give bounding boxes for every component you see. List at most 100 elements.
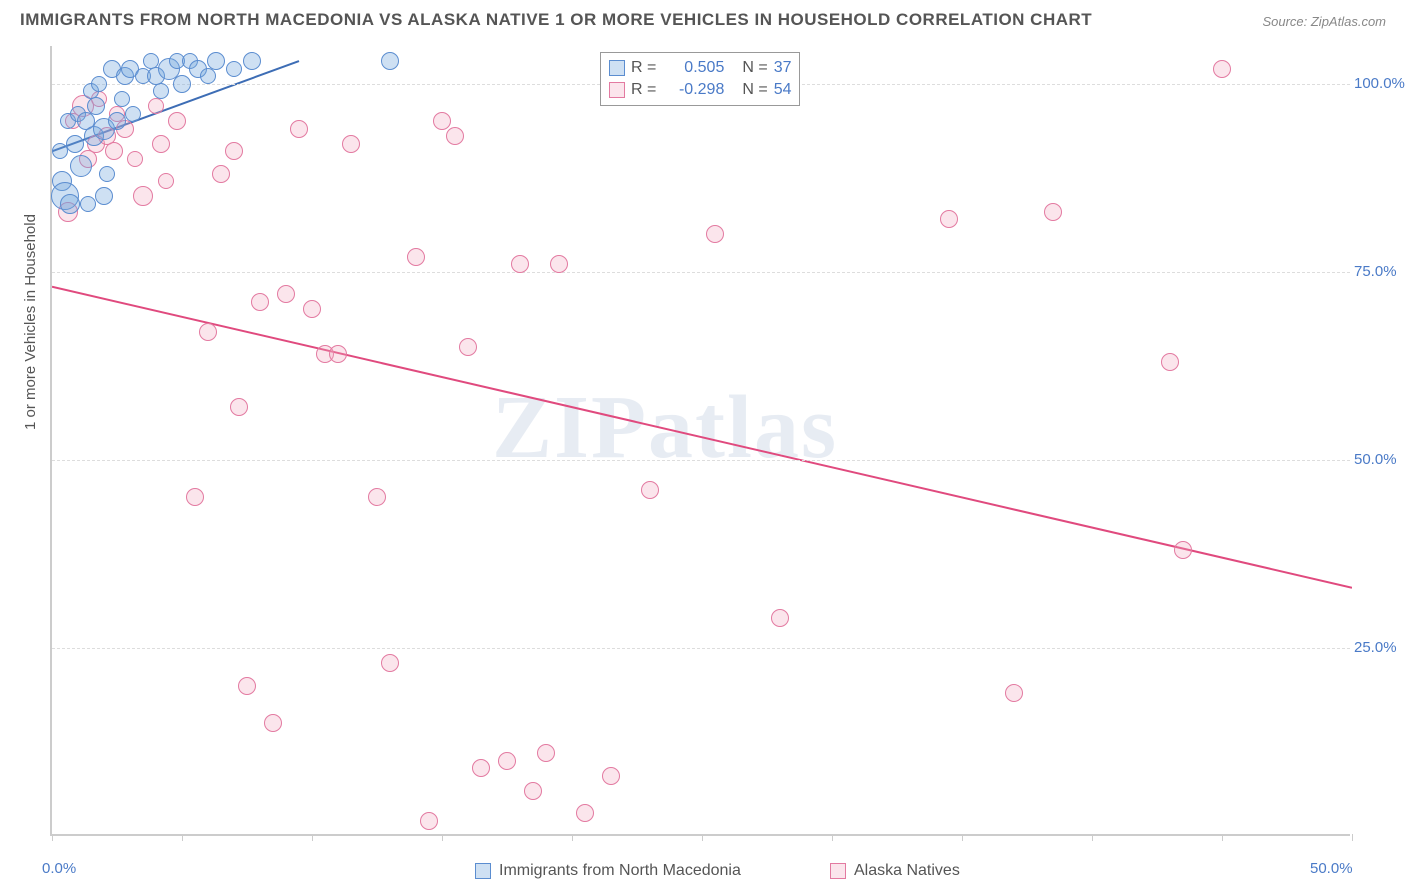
series-b-point <box>771 609 789 627</box>
chart-title: IMMIGRANTS FROM NORTH MACEDONIA VS ALASK… <box>20 10 1092 30</box>
series-b-point <box>576 804 594 822</box>
series-b-point <box>105 142 123 160</box>
legend-label-a: Immigrants from North Macedonia <box>499 862 741 880</box>
trendlines-layer <box>52 46 1352 836</box>
x-max-label: 50.0% <box>1310 860 1353 877</box>
series-b-point <box>1174 541 1192 559</box>
series-b-point <box>537 744 555 762</box>
series-a-point <box>114 91 130 107</box>
swatch-series-b-icon <box>830 863 846 879</box>
series-a-point <box>70 155 92 177</box>
series-a-point <box>80 196 96 212</box>
series-b-point <box>329 345 347 363</box>
n-value-b: 54 <box>774 79 792 101</box>
series-b-point <box>381 654 399 672</box>
series-a-point <box>95 187 113 205</box>
source-label: Source: ZipAtlas.com <box>1262 14 1386 29</box>
series-b-point <box>186 488 204 506</box>
x-tick <box>52 834 53 841</box>
r-value-b: -0.298 <box>662 79 724 101</box>
series-b-point <box>199 323 217 341</box>
x-tick <box>1092 834 1093 841</box>
series-a-point <box>381 52 399 70</box>
gridline <box>52 272 1350 273</box>
trendline-series-b <box>52 287 1352 588</box>
series-b-point <box>168 112 186 130</box>
series-b-point <box>1044 203 1062 221</box>
x-tick <box>1222 834 1223 841</box>
x-tick <box>312 834 313 841</box>
series-b-point <box>433 112 451 130</box>
series-b-point <box>602 767 620 785</box>
gridline <box>52 460 1350 461</box>
series-b-point <box>238 677 256 695</box>
series-b-point <box>1005 684 1023 702</box>
series-b-point <box>641 481 659 499</box>
swatch-series-b-icon <box>609 82 625 98</box>
n-value-a: 37 <box>774 57 792 79</box>
plot-area: ZIPatlas <box>50 46 1350 836</box>
x-tick <box>1352 834 1353 841</box>
series-a-point <box>207 52 225 70</box>
series-b-point <box>230 398 248 416</box>
series-b-point <box>251 293 269 311</box>
stats-row-series-b: R = -0.298 N = 54 <box>609 79 791 101</box>
series-b-point <box>1161 353 1179 371</box>
x-tick <box>182 834 183 841</box>
y-tick-label: 75.0% <box>1354 263 1397 280</box>
swatch-series-a-icon <box>609 60 625 76</box>
legend-series-b: Alaska Natives <box>830 862 960 880</box>
stats-row-series-a: R = 0.505 N = 37 <box>609 57 791 79</box>
series-b-point <box>446 127 464 145</box>
series-a-point <box>66 135 84 153</box>
series-a-point <box>125 106 141 122</box>
series-b-point <box>148 98 164 114</box>
series-b-point <box>420 812 438 830</box>
series-b-point <box>212 165 230 183</box>
swatch-series-a-icon <box>475 863 491 879</box>
series-a-point <box>99 166 115 182</box>
series-b-point <box>368 488 386 506</box>
series-b-point <box>290 120 308 138</box>
series-b-point <box>152 135 170 153</box>
series-b-point <box>303 300 321 318</box>
series-a-point <box>243 52 261 70</box>
y-tick-label: 50.0% <box>1354 451 1397 468</box>
series-b-point <box>127 151 143 167</box>
y-tick-label: 25.0% <box>1354 639 1397 656</box>
series-b-point <box>158 173 174 189</box>
series-b-point <box>133 186 153 206</box>
series-a-point <box>153 83 169 99</box>
series-a-point <box>173 75 191 93</box>
series-b-point <box>524 782 542 800</box>
series-b-point <box>459 338 477 356</box>
series-b-point <box>407 248 425 266</box>
series-a-point <box>87 97 105 115</box>
series-a-point <box>226 61 242 77</box>
series-b-point <box>277 285 295 303</box>
series-b-point <box>264 714 282 732</box>
x-tick <box>572 834 573 841</box>
y-axis-label: 1 or more Vehicles in Household <box>22 214 39 430</box>
y-tick-label: 100.0% <box>1354 75 1405 92</box>
x-tick <box>962 834 963 841</box>
n-label: N = <box>742 79 767 101</box>
series-b-point <box>498 752 516 770</box>
r-label: R = <box>631 79 656 101</box>
n-label: N = <box>742 57 767 79</box>
series-a-point <box>91 76 107 92</box>
series-b-point <box>472 759 490 777</box>
series-b-point <box>225 142 243 160</box>
legend-label-b: Alaska Natives <box>854 862 960 880</box>
series-b-point <box>550 255 568 273</box>
r-value-a: 0.505 <box>662 57 724 79</box>
chart-container: IMMIGRANTS FROM NORTH MACEDONIA VS ALASK… <box>0 0 1406 892</box>
legend-series-a: Immigrants from North Macedonia <box>475 862 741 880</box>
gridline <box>52 648 1350 649</box>
r-label: R = <box>631 57 656 79</box>
series-b-point <box>1213 60 1231 78</box>
x-tick <box>442 834 443 841</box>
x-min-label: 0.0% <box>42 860 76 877</box>
series-b-point <box>706 225 724 243</box>
x-tick <box>832 834 833 841</box>
